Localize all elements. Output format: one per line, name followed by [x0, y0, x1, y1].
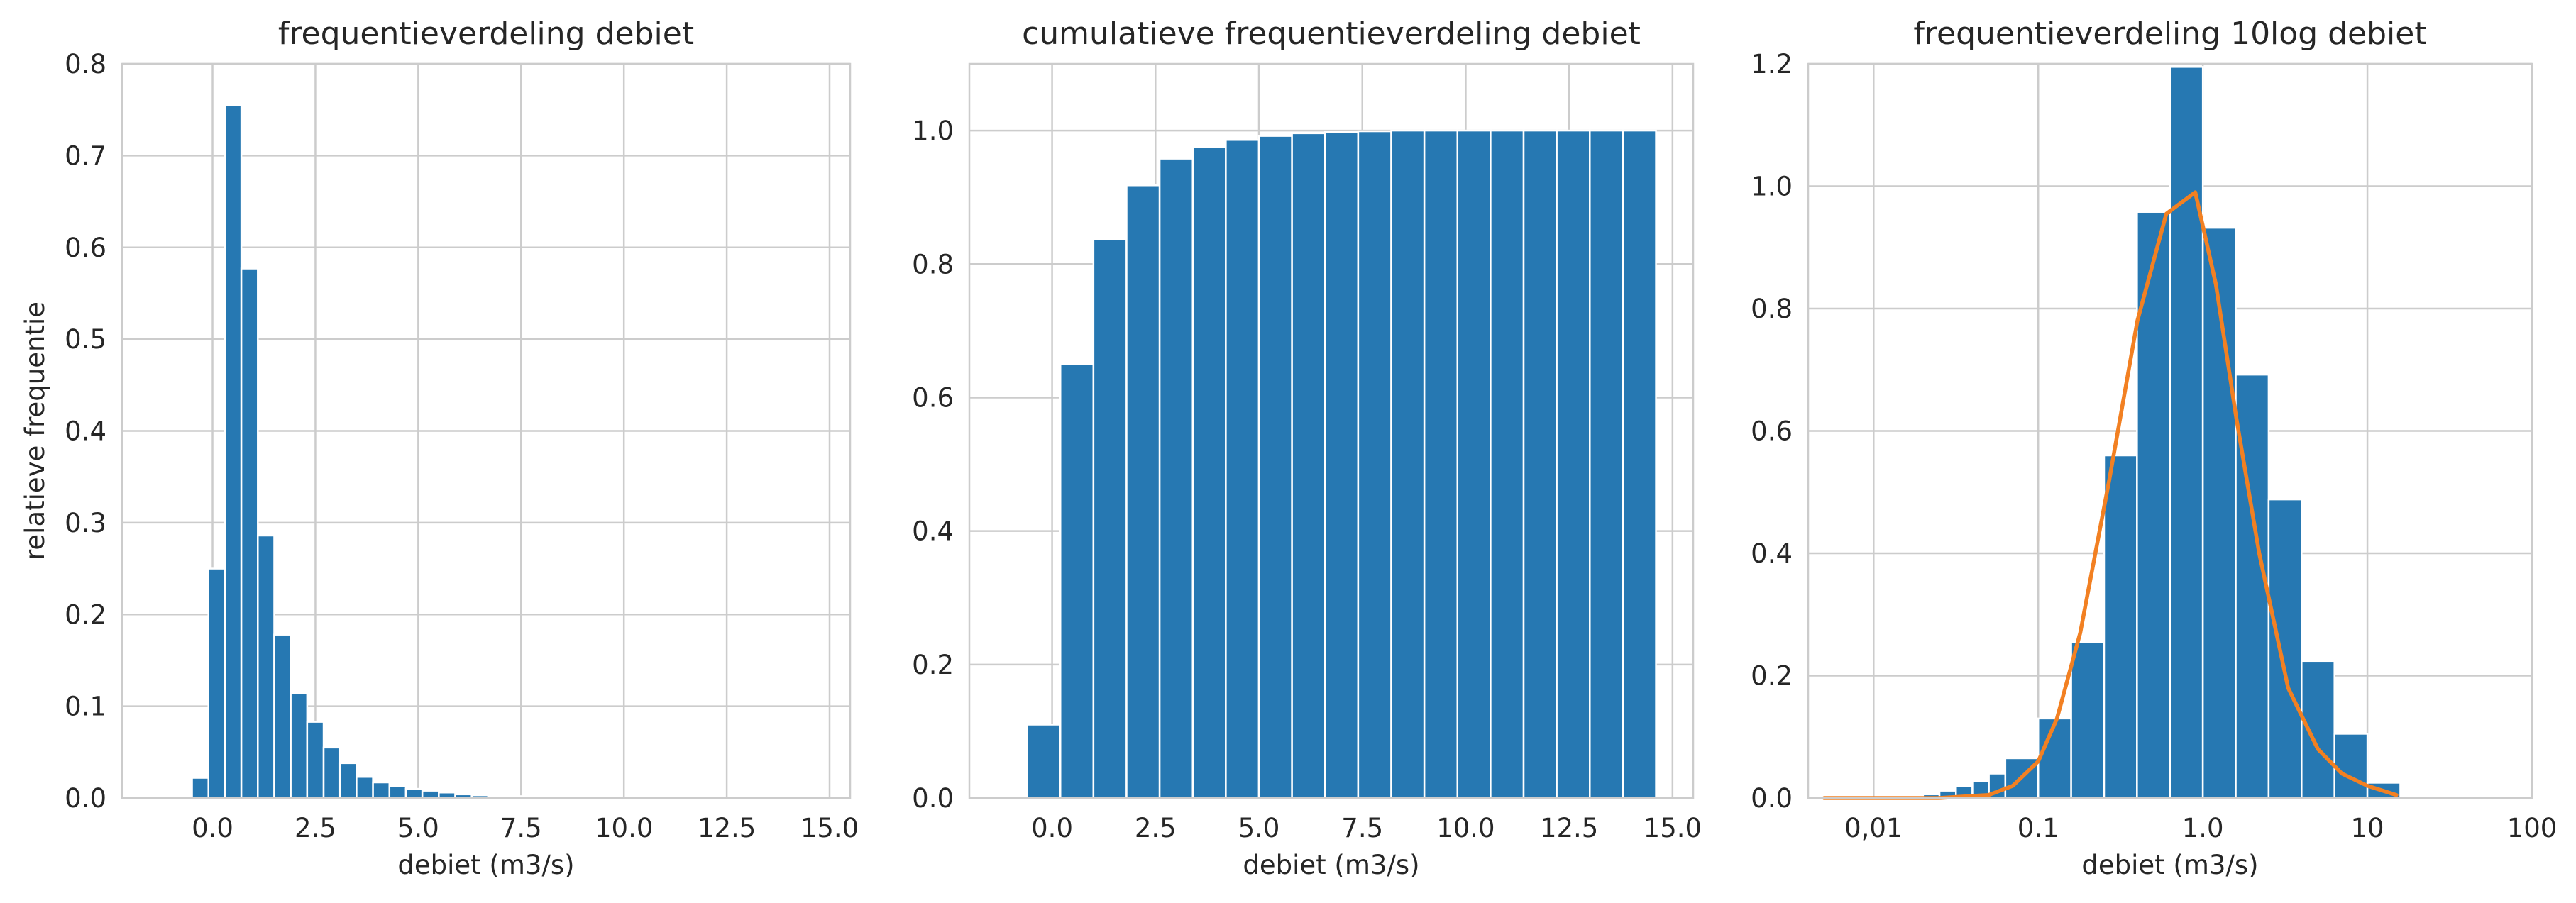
x-tick-label: 0.0: [192, 813, 233, 843]
bar: [356, 775, 374, 799]
bar: [1291, 132, 1326, 799]
x-tick-label: 10: [2351, 813, 2384, 843]
bar: [224, 104, 243, 799]
x-tick-label: 10.0: [1436, 813, 1495, 843]
y-tick-label: 0.7: [65, 140, 106, 171]
y-tick-label: 0.0: [912, 783, 954, 814]
y-tick-label: 1.0: [912, 116, 954, 146]
chart-title: cumulatieve frequentieverdeling debiet: [1022, 16, 1641, 52]
x-tick-label: 0.1: [2018, 813, 2059, 843]
y-tick-label: 0.6: [65, 233, 106, 263]
bar: [1257, 135, 1293, 799]
bar: [2267, 498, 2303, 799]
bar: [2070, 641, 2106, 799]
bar: [191, 777, 209, 799]
bar: [273, 633, 292, 799]
bar: [1390, 129, 1426, 799]
bar: [2169, 66, 2204, 799]
y-tick-label: 0.5: [65, 324, 106, 355]
x-tick-label: 2.5: [1135, 813, 1177, 843]
y-tick-label: 0.2: [912, 650, 954, 680]
density-line: [1822, 190, 2399, 800]
x-tick-label: 15.0: [800, 813, 859, 843]
y-tick-label: 0.8: [912, 249, 954, 279]
x-tick-label: 100: [2507, 813, 2558, 843]
bar: [1158, 157, 1194, 799]
y-axis-label: relatieve frequentie: [20, 301, 50, 560]
x-tick-label: 0,01: [1844, 813, 1903, 843]
bar: [2136, 211, 2172, 799]
y-tick-label: 0.0: [1751, 783, 1793, 814]
bar: [421, 790, 440, 799]
bar: [207, 567, 226, 799]
plot-frame: [968, 62, 1695, 799]
x-tick-label: 7.5: [1341, 813, 1383, 843]
bar: [1423, 129, 1459, 799]
x-tick-label: 15.0: [1644, 813, 1702, 843]
chart-title: frequentieverdeling 10log debiet: [1913, 16, 2426, 52]
bar: [2037, 717, 2072, 799]
bar: [2103, 454, 2138, 799]
x-tick-label: 5.0: [397, 813, 439, 843]
x-tick-label: 12.5: [1540, 813, 1598, 843]
x-tick-label: 2.5: [295, 813, 336, 843]
y-tick-label: 1.0: [1751, 172, 1793, 202]
x-tick-label: 12.5: [698, 813, 756, 843]
bar: [1456, 129, 1492, 799]
x-tick-label: 10.0: [595, 813, 653, 843]
y-tick-label: 0.1: [65, 692, 106, 722]
bar: [1556, 129, 1591, 799]
bar: [257, 534, 275, 799]
bar: [1357, 130, 1392, 799]
chart-frequentieverdeling: 0.0 2.5 5.0 7.5 10.0 12.5 15.0 0.0 0.1 0.2 0.3 0.4 0…: [20, 16, 859, 880]
x-tick-label: 1.0: [2182, 813, 2224, 843]
bar: [1059, 363, 1095, 799]
plot-frame: [121, 62, 852, 799]
bar: [1191, 146, 1227, 799]
bar: [372, 781, 391, 799]
y-tick-label: 0.8: [65, 49, 106, 79]
y-tick-label: 1.2: [1751, 49, 1793, 79]
y-tick-label: 0.3: [65, 508, 106, 538]
y-tick-label: 0.4: [1751, 538, 1793, 569]
bar: [1026, 724, 1062, 799]
x-tick-label: 0.0: [1031, 813, 1073, 843]
bar: [240, 267, 259, 799]
bar: [1589, 129, 1624, 799]
y-tick-label: 0.4: [912, 516, 954, 547]
chart-title: frequentieverdeling debiet: [278, 16, 694, 52]
y-tick-label: 0.6: [912, 382, 954, 413]
bars: [191, 104, 621, 799]
chart-frequentieverdeling-10log: 0,01 0.1 1.0 10 100 0.0 0.2 0.4 0.6 0.8 1.0 1.2 freq…: [1751, 16, 2557, 880]
bar: [306, 721, 325, 799]
x-axis-label: debiet (m3/s): [1243, 850, 1419, 880]
bar: [322, 746, 341, 799]
plot-frame: [1807, 62, 2533, 799]
bar: [1622, 129, 1657, 799]
bar: [404, 787, 424, 799]
bar: [1092, 238, 1128, 799]
bar: [388, 785, 407, 799]
bar: [1125, 184, 1161, 799]
y-tick-label: 0.2: [1751, 661, 1793, 692]
bars: [1026, 129, 1657, 799]
y-tick-label: 0.4: [65, 416, 106, 447]
x-axis-label: debiet (m3/s): [397, 850, 574, 880]
y-tick-label: 0.0: [65, 783, 106, 814]
bar: [338, 762, 358, 799]
bar: [1324, 131, 1360, 799]
y-tick-label: 0.8: [1751, 294, 1793, 324]
y-tick-label: 0.2: [65, 599, 106, 630]
chart-cumulatieve-frequentieverdeling: 0.0 2.5 5.0 7.5 10.0 12.5 15.0 0.0 0.2 0.4 0.6 0.8 1…: [912, 16, 1702, 880]
y-tick-label: 0.6: [1751, 416, 1793, 447]
x-axis-label: debiet (m3/s): [2081, 850, 2258, 880]
bar: [1225, 139, 1260, 799]
bar: [1490, 129, 1525, 799]
bar: [2333, 733, 2369, 799]
bar: [290, 692, 309, 799]
x-tick-label: 7.5: [500, 813, 542, 843]
x-tick-label: 5.0: [1238, 813, 1280, 843]
bar: [1522, 129, 1558, 799]
